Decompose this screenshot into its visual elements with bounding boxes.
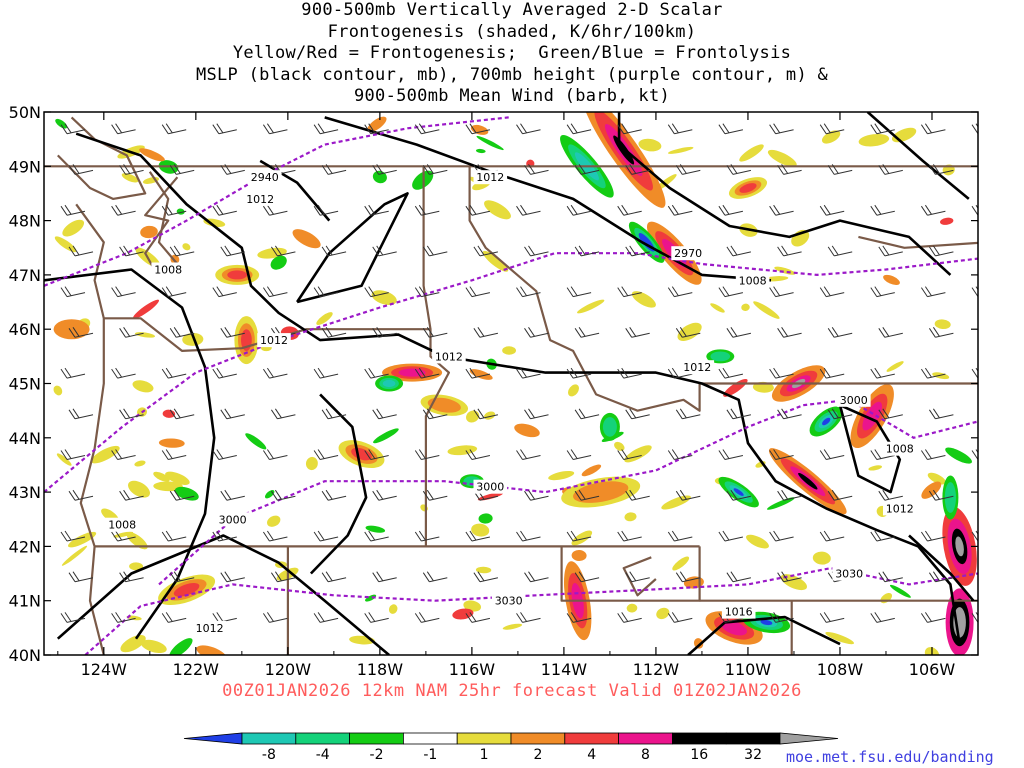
legend-swatch	[456, 732, 512, 745]
lon-label: 112W	[633, 660, 680, 679]
lat-label: 46N	[9, 320, 41, 339]
legend-label: 4	[587, 747, 596, 763]
title-line-2: Frontogenesis (shaded, K/6hr/100km)	[327, 21, 697, 42]
lon-label: 108W	[817, 660, 864, 679]
mslp-label: 1012	[886, 502, 914, 515]
mslp-label: 1012	[196, 622, 224, 635]
lat-label: 50N	[9, 103, 41, 122]
title-block: 900-500mb Vertically Averaged 2-D Scalar…	[0, 0, 1024, 108]
height-label: 2940	[251, 171, 279, 184]
legend-label: -1	[423, 747, 437, 763]
legend-label: -8	[262, 747, 276, 763]
legend-arrow-high	[779, 732, 839, 745]
height-contours	[44, 116, 978, 655]
legend-arrow-low	[183, 732, 243, 745]
height-label: 3000	[840, 394, 868, 407]
mslp-label: 1016	[725, 606, 753, 619]
height-label: 3030	[495, 595, 523, 608]
forecast-valid-text: 00Z01JAN2026 12km NAM 25hr forecast Vali…	[222, 681, 802, 701]
lat-label: 41N	[9, 592, 41, 611]
lon-label: 118W	[357, 660, 404, 679]
height-label: 3030	[835, 568, 863, 581]
lon-label: 114W	[541, 660, 588, 679]
credit-text: moe.met.fsu.edu/banding	[786, 748, 994, 766]
legend-label: 16	[690, 747, 708, 763]
legend-swatch	[241, 732, 297, 745]
lat-label: 43N	[9, 483, 41, 502]
legend-swatch	[672, 732, 727, 745]
lat-label: 48N	[9, 212, 41, 231]
lon-label: 124W	[81, 660, 128, 679]
lat-label: 40N	[9, 646, 41, 665]
legend-swatch	[295, 732, 350, 745]
map-panel: 1012 1012 1008 1012 1012 1012 1008 1008 1012 1008…	[9, 103, 979, 679]
mslp-label: 1008	[108, 519, 136, 532]
mslp-label: 1012	[260, 334, 288, 347]
title-line-4: MSLP (black contour, mb), 700mb height (…	[195, 64, 829, 85]
contour-labels: 1012 1012 1008 1012 1012 1012 1008 1008 1012 1008…	[105, 170, 917, 635]
wind-barbs	[60, 123, 978, 623]
mslp-label: 1008	[886, 443, 914, 456]
legend-swatch	[349, 732, 404, 745]
lat-label: 49N	[9, 157, 41, 176]
title-line-5: 900-500mb Mean Wind (barb, kt)	[353, 86, 671, 106]
mslp-label: 1012	[683, 361, 711, 374]
height-label: 3000	[476, 481, 504, 494]
lat-label: 42N	[9, 537, 41, 556]
legend-label: -4	[316, 747, 330, 763]
mslp-label: 1012	[435, 350, 463, 363]
legend-swatch	[402, 732, 458, 745]
lon-label: 106W	[909, 660, 956, 679]
lon-label: 116W	[449, 660, 496, 679]
legend-label: -2	[370, 747, 384, 763]
mslp-label: 1008	[154, 264, 182, 277]
legend-swatch	[618, 732, 673, 745]
mslp-label: 1012	[246, 193, 274, 206]
lat-label: 44N	[9, 429, 41, 448]
lon-label: 122W	[173, 660, 220, 679]
legend-label: 1	[480, 747, 489, 763]
title-line-1: 900-500mb Vertically Averaged 2-D Scalar	[301, 0, 723, 20]
height-label: 3000	[219, 513, 247, 526]
legend-label: 2	[533, 747, 542, 763]
color-legend: -8 -4 -2 -1 1 2 4 8 16 32	[183, 732, 839, 763]
lon-label: 120W	[265, 660, 312, 679]
legend-swatch	[564, 732, 619, 745]
mslp-contours	[44, 112, 975, 655]
lon-label: 110W	[725, 660, 772, 679]
mslp-label: 1008	[739, 274, 767, 287]
title-line-3: Yellow/Red = Frontogenesis; Green/Blue =…	[232, 43, 792, 63]
axis-ticks: 50N 49N 48N 47N 46N 45N 44N 43N 42N 41N 40N 124W 122…	[9, 103, 979, 679]
mslp-label: 1012	[476, 171, 504, 184]
lat-label: 45N	[9, 375, 41, 394]
legend-label: 8	[641, 747, 650, 763]
legend-swatch	[725, 732, 781, 745]
legend-swatch	[510, 732, 566, 745]
lat-label: 47N	[9, 266, 41, 285]
legend-label: 32	[744, 747, 762, 763]
height-label: 2970	[674, 247, 702, 260]
